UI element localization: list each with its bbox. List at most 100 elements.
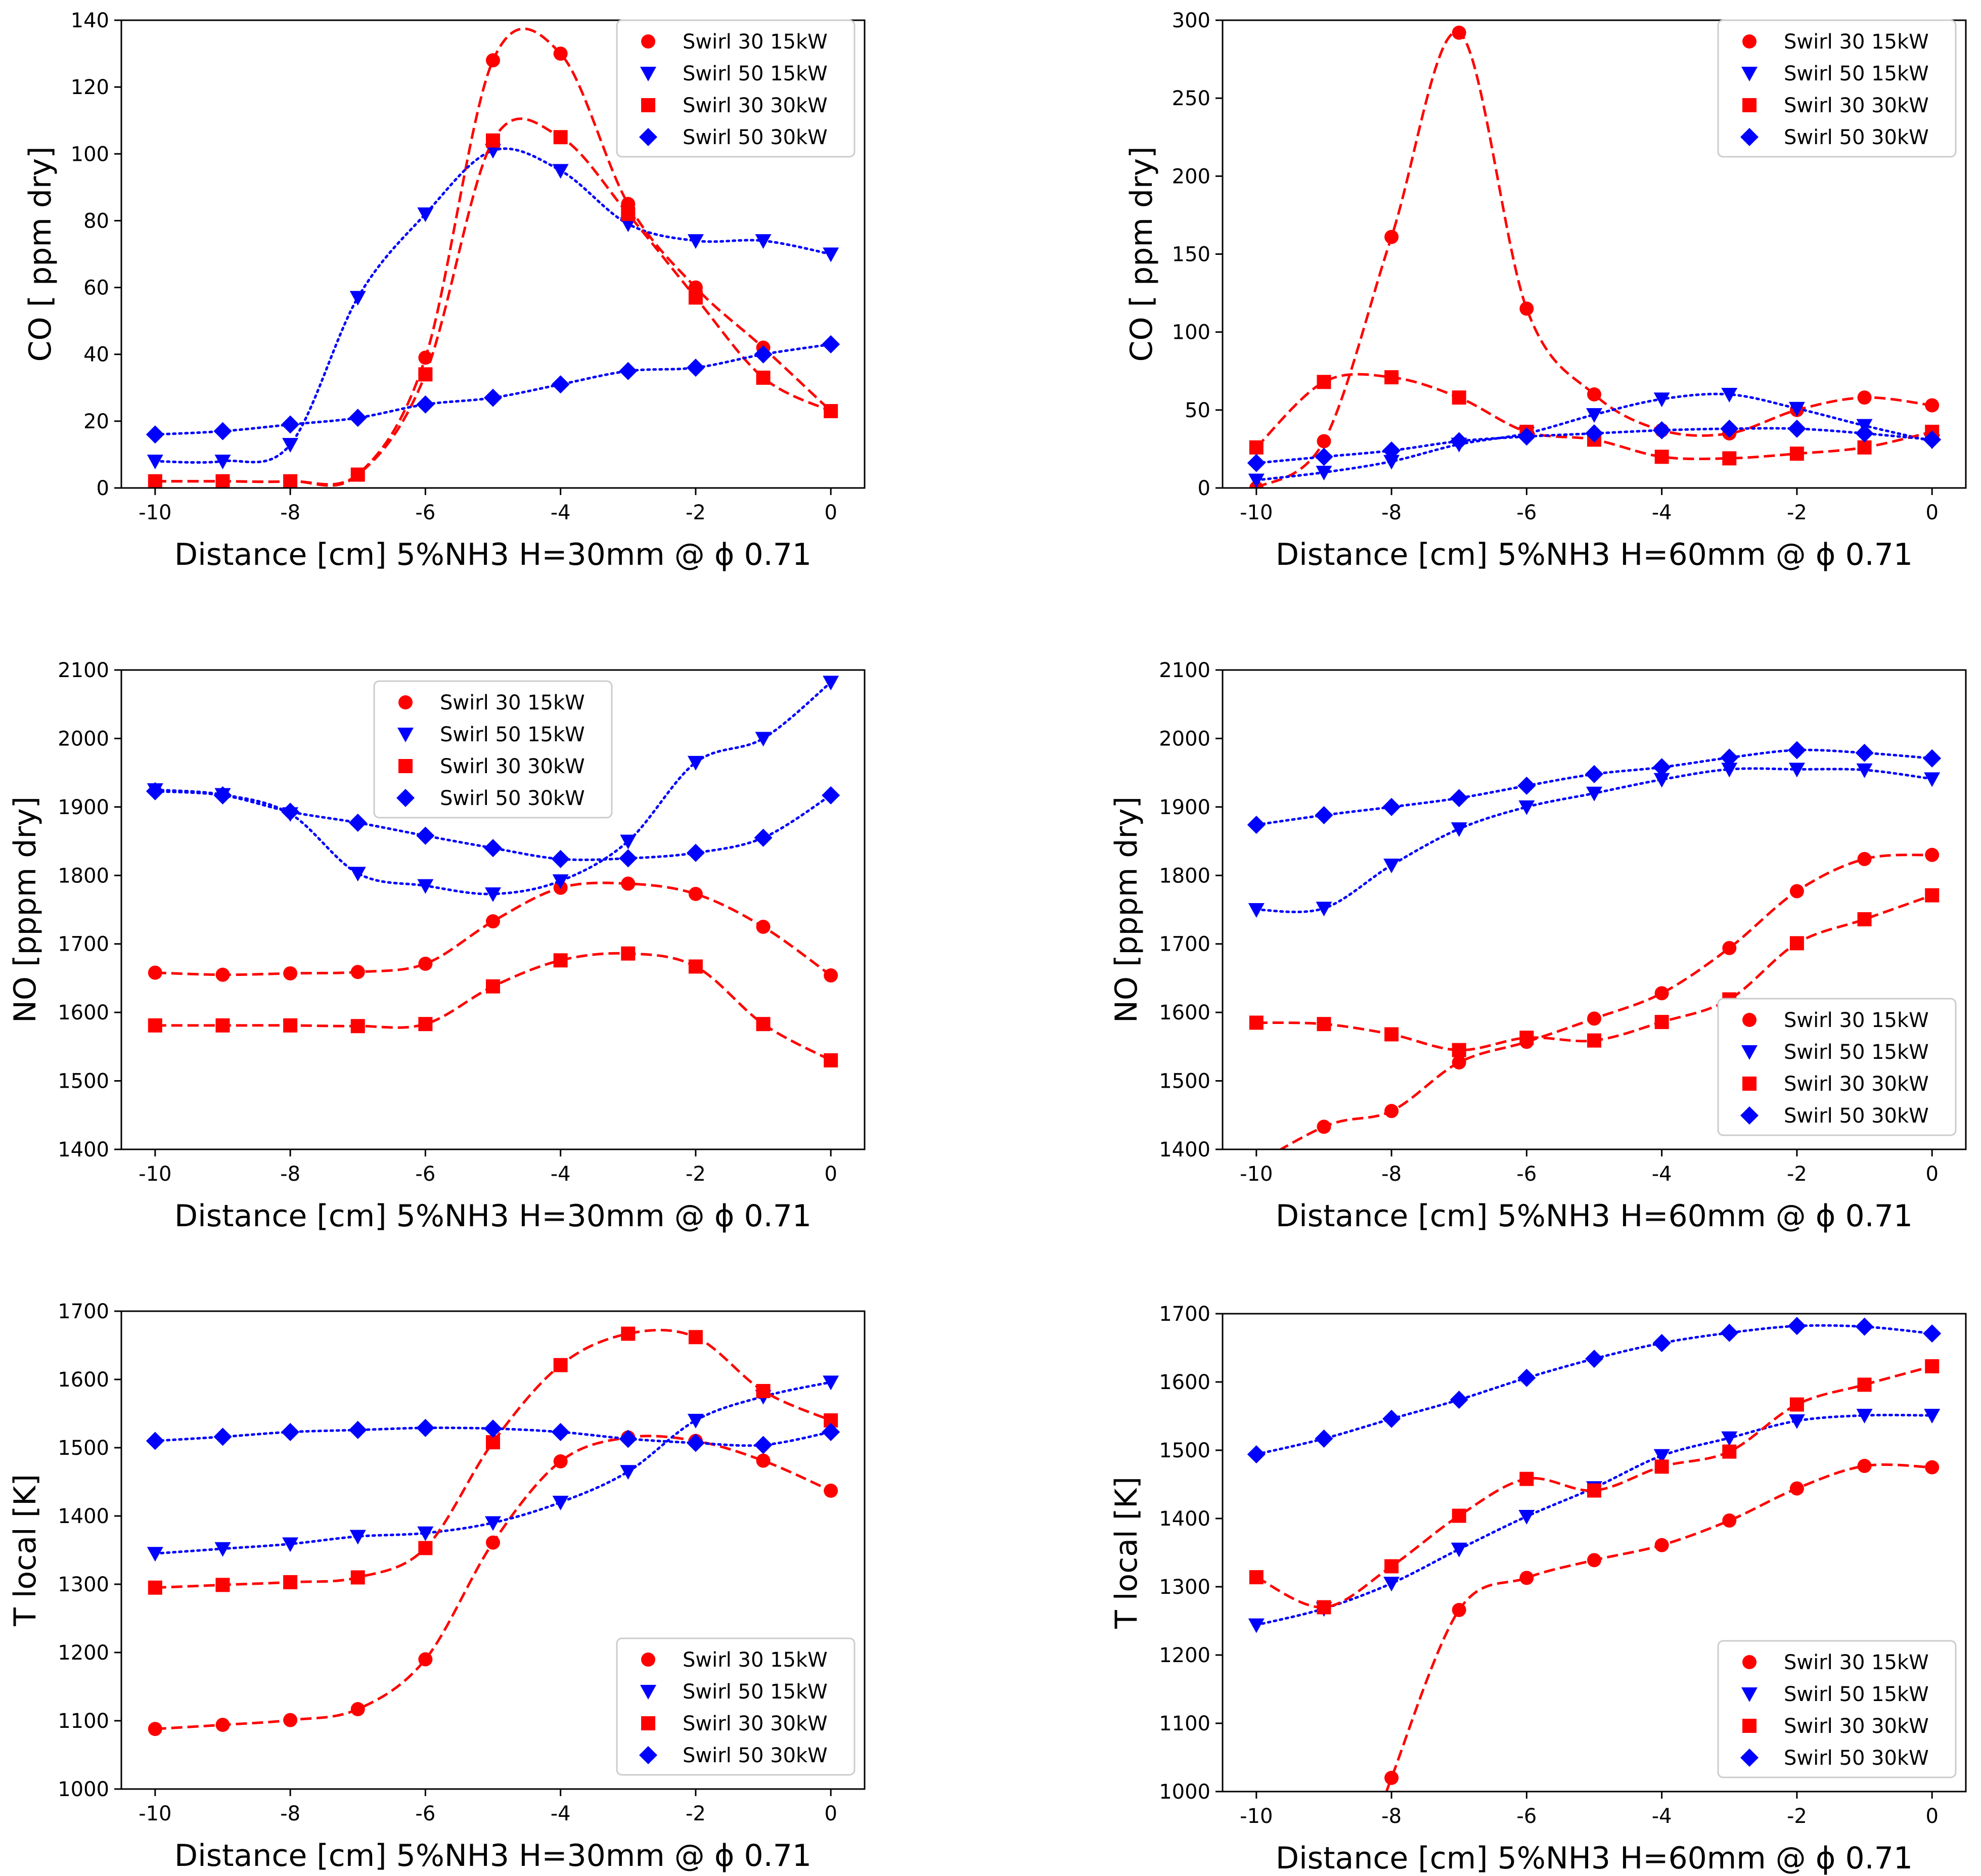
legend-marker (1742, 1719, 1757, 1733)
data-point (1384, 370, 1399, 385)
data-point (1384, 1559, 1399, 1574)
y-tick-label: 80 (83, 209, 109, 233)
y-tick-label: 1300 (58, 1573, 109, 1596)
data-point (754, 1436, 773, 1454)
legend-marker (1741, 67, 1758, 81)
data-point (146, 782, 164, 800)
data-point (553, 130, 568, 145)
data-point (1923, 430, 1942, 449)
data-point (147, 1547, 163, 1562)
y-axis-label: T local [K] (1109, 1477, 1144, 1629)
legend-marker (1740, 128, 1759, 146)
series-line-1 (154, 147, 832, 464)
data-point (1653, 392, 1670, 408)
legend: Swirl 30 15kW Swirl 50 15kW Swirl 30 30kW S… (1717, 1640, 1957, 1778)
data-point (822, 335, 840, 353)
data-point (553, 1358, 568, 1372)
data-point (1452, 1602, 1466, 1617)
y-tick-label: 1100 (58, 1710, 109, 1733)
data-point (416, 1418, 435, 1437)
data-point (824, 404, 838, 419)
data-point (418, 1541, 433, 1555)
x-tick-label: -4 (1652, 1805, 1672, 1828)
chart-panel-no-60: -10 -8 -6 -4 -2 0 1400 1500 1600 1700 1800 1900 2000… (1109, 659, 1967, 1234)
data-point (1923, 1324, 1942, 1343)
data-point (754, 828, 773, 847)
y-axis-label: NO [pppm dry] (8, 796, 43, 1023)
data-point (620, 834, 637, 850)
data-point (1720, 748, 1739, 767)
data-point (619, 849, 638, 868)
data-point (552, 164, 569, 179)
legend-label: Swirl 30 30kW (1784, 1715, 1929, 1738)
data-point (1247, 816, 1266, 834)
data-point (1315, 806, 1333, 825)
x-tick-label: -6 (1516, 501, 1537, 524)
data-point (1517, 1368, 1536, 1387)
legend-marker (641, 98, 655, 112)
data-point (350, 1019, 365, 1034)
data-point (1317, 1600, 1331, 1615)
data-point (1249, 1570, 1264, 1585)
legend-marker (1740, 1749, 1759, 1767)
y-tick-label: 1800 (58, 864, 109, 887)
legend-marker (1741, 1687, 1758, 1702)
data-point (619, 1430, 638, 1448)
legend-box (1717, 1640, 1957, 1778)
data-point (619, 362, 638, 380)
x-tick-label: -4 (551, 1163, 571, 1186)
y-tick-label: 1400 (58, 1138, 109, 1162)
data-point (756, 370, 771, 385)
data-point (1587, 1483, 1601, 1498)
data-point (1519, 1031, 1534, 1045)
data-point (214, 1542, 231, 1557)
data-point (1789, 936, 1804, 951)
axes-frame (120, 19, 866, 489)
legend: Swirl 30 15kW Swirl 50 15kW Swirl 30 30kW S… (1717, 998, 1957, 1136)
data-point (756, 1383, 771, 1398)
data-point (1383, 858, 1400, 873)
data-point (1722, 1444, 1737, 1459)
x-tick-label: -8 (1381, 1805, 1402, 1828)
data-point (283, 966, 298, 980)
data-point (1248, 1618, 1265, 1633)
legend-label: Swirl 50 30kW (440, 787, 585, 810)
series-line-0 (1255, 30, 1932, 488)
data-point (1654, 450, 1669, 464)
data-point (756, 919, 771, 934)
y-tick-label: 40 (83, 343, 109, 367)
data-point (823, 1375, 839, 1391)
y-tick-label: 1800 (1159, 864, 1210, 887)
chart-panel-co-30: -10 -8 -6 -4 -2 0 0 20 40 60 80 100 120 140 Distance [… (23, 9, 866, 572)
x-tick-label: 0 (1925, 1163, 1938, 1186)
y-tick-label: 1000 (58, 1778, 109, 1801)
data-point (349, 867, 366, 882)
legend-marker (641, 34, 655, 49)
data-point (1788, 1414, 1805, 1429)
data-point (1450, 432, 1468, 451)
data-point (1315, 1430, 1333, 1448)
y-tick-label: 0 (97, 477, 109, 500)
data-point (282, 1537, 299, 1552)
data-point (1722, 941, 1737, 955)
y-axis-label: CO [ ppm dry] (23, 146, 58, 362)
data-point (418, 1017, 433, 1032)
y-tick-label: 0 (1198, 477, 1210, 500)
x-tick-label: -6 (1516, 1805, 1537, 1828)
data-point (1924, 1409, 1941, 1424)
series-line-1 (1255, 1413, 1933, 1627)
legend-label: Swirl 30 15kW (1784, 1651, 1929, 1674)
x-tick-label: -10 (139, 1802, 171, 1825)
chart-panel-co-60: -10 -8 -6 -4 -2 0 0 50 100 150 200 250 300 Distance [… (1124, 9, 1967, 572)
data-point (1925, 888, 1940, 903)
legend-label: Swirl 50 30kW (1784, 1747, 1929, 1770)
chart-panel-no-30: -10 -8 -6 -4 -2 0 1400 1500 1600 1700 1800 1900 2000… (8, 659, 866, 1234)
legend-label: Swirl 30 15kW (1784, 30, 1929, 54)
data-point (283, 1018, 298, 1033)
data-point (1789, 884, 1804, 899)
data-point (1586, 786, 1602, 801)
data-point (1382, 441, 1401, 460)
data-point (755, 234, 772, 249)
data-point (417, 1526, 434, 1541)
y-tick-label: 1500 (1159, 1070, 1210, 1093)
